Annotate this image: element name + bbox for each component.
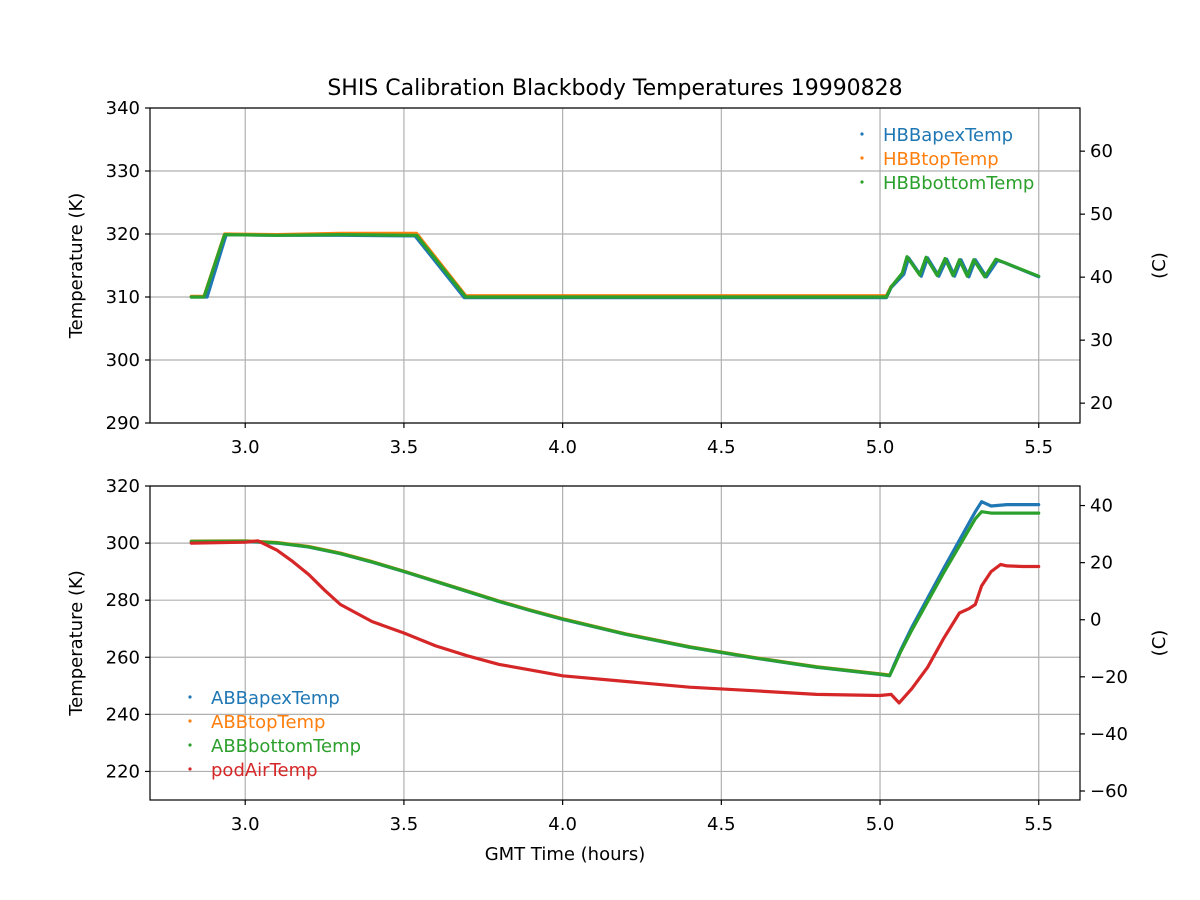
y-axis-label: Temperature (K) — [66, 570, 87, 717]
y-right-tick-label: −60 — [1090, 781, 1128, 802]
x-axis-label: GMT Time (hours) — [485, 844, 646, 865]
legend-label: HBBbottomTemp — [883, 173, 1034, 194]
figure-title: SHIS Calibration Blackbody Temperatures … — [327, 76, 902, 101]
y-tick-label: 280 — [106, 590, 140, 611]
y-right-tick-label: 20 — [1090, 553, 1113, 574]
legend-marker — [860, 180, 864, 184]
y-right-tick-label: 40 — [1090, 496, 1113, 517]
y-right-tick-label: −40 — [1090, 724, 1128, 745]
y-tick-label: 300 — [106, 350, 140, 371]
legend: ABBapexTemp ABBtopTemp ABBbottomTemp podAir… — [188, 688, 361, 781]
legend-label: podAirTemp — [211, 760, 318, 781]
legend-label: ABBapexTemp — [211, 688, 340, 709]
y-tick-label: 290 — [106, 413, 140, 434]
x-tick-label: 4.0 — [548, 437, 577, 458]
plot-area — [189, 500, 1041, 705]
legend: HBBapexTemp HBBtopTemp HBBbottomTemp — [860, 125, 1034, 194]
series-ABBbottomTemp — [189, 510, 1041, 678]
y-right-tick-label: 50 — [1090, 204, 1113, 225]
legend-marker — [860, 156, 864, 160]
x-tick-label: 4.0 — [548, 814, 577, 835]
y-tick-label: 240 — [106, 704, 140, 725]
x-tick-label: 3.5 — [390, 814, 419, 835]
y-tick-label: 260 — [106, 647, 140, 668]
x-tick-label: 3.5 — [390, 437, 419, 458]
x-tick-label: 5.5 — [1024, 437, 1053, 458]
x-tick-label: 5.0 — [866, 437, 895, 458]
legend-marker — [188, 719, 192, 723]
legend-label: ABBtopTemp — [211, 712, 325, 733]
y-tick-label: 340 — [106, 98, 140, 119]
y-right-tick-label: 0 — [1090, 610, 1101, 631]
top-chart: 3.0 3.5 4.0 4.5 5.0 5.5 290 300 310 320 330 340 20 30… — [66, 98, 1170, 458]
y-tick-label: 220 — [106, 761, 140, 782]
y-right-tick-label: 40 — [1090, 267, 1113, 288]
series-HBBbottomTemp — [189, 233, 1041, 299]
legend-marker — [860, 132, 864, 136]
x-tick-label: 4.5 — [707, 437, 736, 458]
y-right-tick-label: 60 — [1090, 141, 1113, 162]
y-right-tick-label: 30 — [1090, 330, 1113, 351]
x-tick-label: 5.0 — [866, 814, 895, 835]
plot-area — [189, 231, 1041, 300]
series-podAirTemp — [189, 539, 1041, 705]
x-tick-label: 3.0 — [231, 437, 260, 458]
y-tick-label: 300 — [106, 533, 140, 554]
x-tick-label: 4.5 — [707, 814, 736, 835]
legend-marker — [188, 743, 192, 747]
grid — [150, 485, 1080, 800]
y-tick-label: 320 — [106, 224, 140, 245]
x-tick-label: 3.0 — [231, 814, 260, 835]
y-axis-label: Temperature (K) — [66, 193, 87, 340]
y-tick-label: 310 — [106, 287, 140, 308]
legend-marker — [188, 695, 192, 699]
y-right-axis-label: (C) — [1149, 630, 1170, 657]
y-tick-label: 330 — [106, 161, 140, 182]
y-right-axis-label: (C) — [1149, 252, 1170, 279]
bottom-chart: 3.0 3.5 4.0 4.5 5.0 5.5 220 240 260 280 300 320 −60 −… — [66, 476, 1170, 865]
y-tick-label: 320 — [106, 476, 140, 497]
legend-marker — [188, 767, 192, 771]
y-right-tick-label: −20 — [1090, 667, 1128, 688]
legend-label: ABBbottomTemp — [211, 736, 361, 757]
y-right-tick-label: 20 — [1090, 393, 1113, 414]
x-tick-label: 5.5 — [1024, 814, 1053, 835]
axes-frame — [149, 107, 1081, 424]
axes-frame — [149, 485, 1081, 801]
legend-label: HBBapexTemp — [883, 125, 1013, 146]
legend-label: HBBtopTemp — [883, 149, 999, 170]
